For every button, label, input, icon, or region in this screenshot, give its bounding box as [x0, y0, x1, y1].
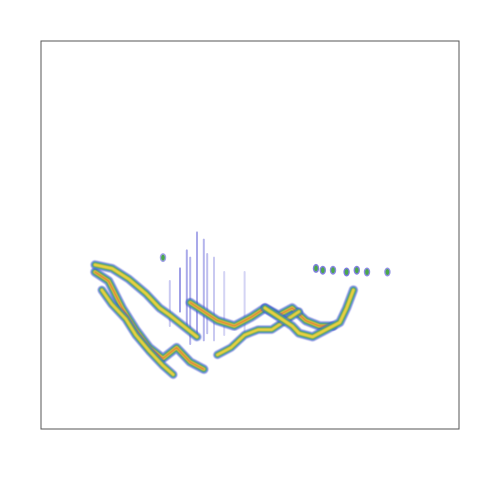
- dot-mark-7: [384, 267, 391, 277]
- dot-mark-2-inner: [321, 267, 325, 274]
- trace-2-band-4: [100, 288, 175, 377]
- plot-frame: [40, 40, 460, 430]
- dot-mark-6: [363, 267, 371, 277]
- dot-mark-4: [343, 267, 350, 277]
- trace-6: [260, 285, 358, 342]
- trace-3-band-4: [93, 263, 199, 339]
- dot-mark-1: [312, 263, 320, 273]
- dot-layer: [159, 253, 391, 277]
- dot-mark-1-inner: [314, 265, 318, 272]
- trace-layer: [90, 260, 358, 379]
- trace-2: [97, 285, 178, 379]
- trace-3: [90, 260, 202, 342]
- dot-mark-6-inner: [365, 269, 369, 275]
- dot-mark-3: [329, 265, 337, 275]
- dot-mark-8: [159, 253, 167, 263]
- dot-mark-5: [353, 265, 360, 275]
- dot-mark-5-inner: [355, 267, 359, 274]
- trace-6-band-4: [263, 288, 355, 339]
- dot-mark-7-inner: [385, 269, 390, 275]
- dot-mark-2: [319, 265, 326, 275]
- dot-mark-3-inner: [331, 267, 335, 274]
- dot-mark-4-inner: [344, 269, 349, 275]
- dot-mark-8-inner: [161, 254, 165, 261]
